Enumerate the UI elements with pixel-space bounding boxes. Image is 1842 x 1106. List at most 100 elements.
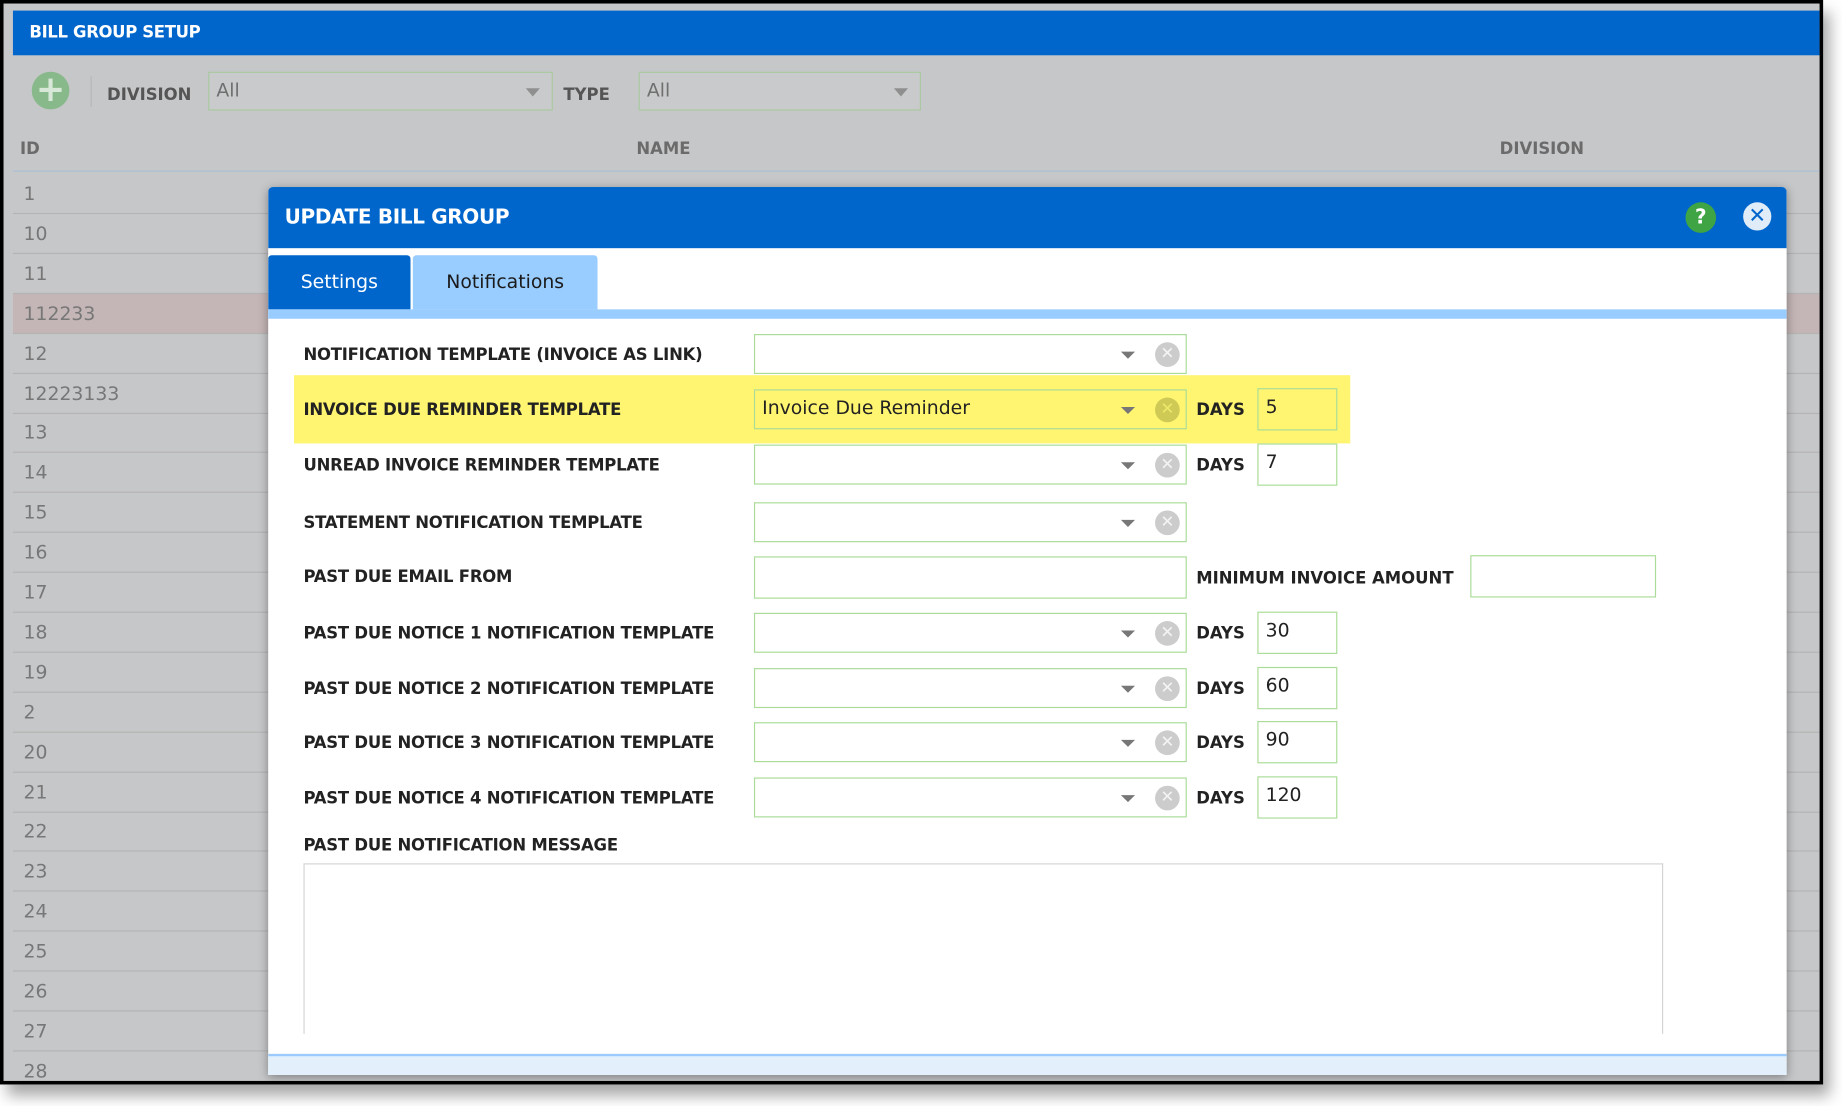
type-label: TYPE	[563, 85, 610, 105]
message-textarea[interactable]	[303, 863, 1664, 1034]
row-id: 2	[23, 700, 36, 723]
row-id: 27	[23, 1019, 48, 1042]
row-id: 21	[23, 780, 48, 803]
field-label: PAST DUE NOTICE 1 NOTIFICATION TEMPLATE	[303, 624, 715, 644]
row-id: 12223133	[23, 381, 120, 405]
division-label: DIVISION	[107, 85, 192, 105]
days-label: DAYS	[1196, 789, 1245, 809]
days-input[interactable]: 120	[1257, 776, 1338, 819]
row-id: 112233	[23, 301, 96, 325]
close-circle-icon[interactable]: ✕	[1743, 202, 1772, 231]
field-label: PAST DUE NOTICE 2 NOTIFICATION TEMPLATE	[303, 679, 715, 699]
template-value: Invoice Due Reminder	[762, 396, 970, 419]
tab-settings[interactable]: Settings	[268, 255, 411, 310]
minimum-invoice-label: MINIMUM INVOICE AMOUNT	[1196, 569, 1454, 589]
clear-icon[interactable]: ✕	[1155, 621, 1180, 646]
clear-icon[interactable]: ✕	[1155, 342, 1180, 367]
clear-icon[interactable]: ✕	[1155, 785, 1180, 811]
template-select[interactable]: ✕	[753, 777, 1187, 818]
days-input[interactable]: 7	[1257, 443, 1338, 486]
app-window: BILL GROUP SETUP + DIVISION All TYPE All…	[0, 0, 1824, 1085]
template-select[interactable]: ✕	[753, 722, 1187, 763]
divider	[90, 76, 92, 108]
chevron-down-icon[interactable]	[1120, 406, 1136, 415]
days-input[interactable]: 30	[1257, 611, 1338, 654]
row-id: 23	[23, 860, 48, 883]
column-header-id[interactable]: ID	[19, 139, 40, 159]
chevron-down-icon[interactable]	[1120, 685, 1136, 693]
table-row[interactable]: 28	[13, 1051, 1820, 1082]
column-header-division[interactable]: DIVISION	[1499, 139, 1585, 159]
clear-icon[interactable]: ✕	[1155, 452, 1180, 478]
minimum-invoice-input[interactable]	[1470, 555, 1657, 598]
field-label: NOTIFICATION TEMPLATE (INVOICE AS LINK)	[303, 345, 703, 365]
days-label: DAYS	[1196, 679, 1245, 699]
app-title: BILL GROUP SETUP	[12, 10, 1820, 56]
column-header-name[interactable]: NAME	[636, 139, 691, 159]
row-id: 19	[23, 660, 48, 684]
field-label: STATEMENT NOTIFICATION TEMPLATE	[303, 513, 643, 533]
days-input[interactable]: 60	[1257, 666, 1338, 710]
row-id: 14	[23, 461, 48, 484]
chevron-down-icon[interactable]	[1120, 739, 1136, 747]
chevron-down-icon	[893, 88, 909, 97]
message-label: PAST DUE NOTIFICATION MESSAGE	[303, 836, 618, 856]
type-select[interactable]: All	[638, 71, 921, 111]
row-id: 1	[23, 182, 36, 205]
division-select[interactable]: All	[208, 71, 553, 111]
tab-notifications[interactable]: Notifications	[412, 255, 598, 310]
chevron-down-icon[interactable]	[1120, 351, 1136, 359]
email-from-input[interactable]	[753, 556, 1187, 599]
chevron-down-icon[interactable]	[1120, 462, 1136, 470]
row-id: 28	[23, 1059, 48, 1082]
template-select[interactable]: ✕	[753, 668, 1187, 709]
field-label: PAST DUE EMAIL FROM	[303, 568, 513, 587]
toolbar: + DIVISION All TYPE All	[13, 55, 1820, 120]
field-label: UNREAD INVOICE REMINDER TEMPLATE	[303, 456, 660, 476]
clear-icon[interactable]: ✕	[1155, 730, 1180, 756]
field-label: PAST DUE NOTICE 3 NOTIFICATION TEMPLATE	[303, 733, 715, 753]
template-select[interactable]: ✕	[753, 334, 1187, 375]
row-id: 26	[23, 979, 48, 1003]
days-label: DAYS	[1196, 624, 1245, 644]
field-label: INVOICE DUE REMINDER TEMPLATE	[303, 401, 622, 420]
chevron-down-icon[interactable]	[1120, 519, 1136, 527]
row-id: 15	[23, 501, 48, 524]
clear-icon[interactable]: ✕	[1155, 510, 1180, 536]
chevron-down-icon	[525, 88, 540, 97]
row-id: 17	[23, 581, 48, 604]
division-value: All	[216, 78, 240, 102]
type-value: All	[646, 78, 671, 102]
plus-circle-icon[interactable]: +	[31, 71, 70, 110]
row-id: 10	[23, 222, 48, 245]
row-id: 12	[23, 341, 48, 365]
clear-icon[interactable]: ✕	[1155, 676, 1180, 702]
chevron-down-icon[interactable]	[1120, 795, 1136, 803]
template-select[interactable]: Invoice Due Reminder ✕	[753, 389, 1187, 430]
row-id: 18	[23, 620, 48, 644]
template-select[interactable]: ✕	[753, 502, 1187, 543]
clear-icon[interactable]: ✕	[1155, 397, 1180, 423]
days-label: DAYS	[1196, 456, 1245, 476]
row-id: 22	[23, 820, 48, 843]
row-id: 20	[23, 740, 48, 763]
chevron-down-icon[interactable]	[1120, 630, 1136, 638]
template-select[interactable]: ✕	[753, 612, 1187, 653]
row-id: 24	[23, 900, 48, 923]
days-label: DAYS	[1196, 401, 1245, 420]
row-id: 11	[23, 262, 48, 285]
row-id: 16	[23, 541, 48, 564]
dialog-title: UPDATE BILL GROUP	[268, 187, 1787, 249]
header-divider	[12, 170, 1820, 172]
dialog-footer	[268, 1053, 1787, 1076]
days-input[interactable]: 90	[1257, 721, 1338, 764]
template-select[interactable]: ✕	[753, 444, 1187, 485]
days-label: DAYS	[1196, 733, 1245, 753]
update-bill-group-dialog: UPDATE BILL GROUP ? ✕ Settings Notificat…	[268, 187, 1787, 1076]
tab-underline	[268, 309, 1787, 319]
row-id: 25	[23, 939, 48, 963]
days-input[interactable]: 5	[1257, 388, 1338, 431]
question-circle-icon[interactable]: ?	[1685, 202, 1717, 233]
row-id: 13	[23, 421, 48, 444]
field-label: PAST DUE NOTICE 4 NOTIFICATION TEMPLATE	[303, 789, 715, 809]
